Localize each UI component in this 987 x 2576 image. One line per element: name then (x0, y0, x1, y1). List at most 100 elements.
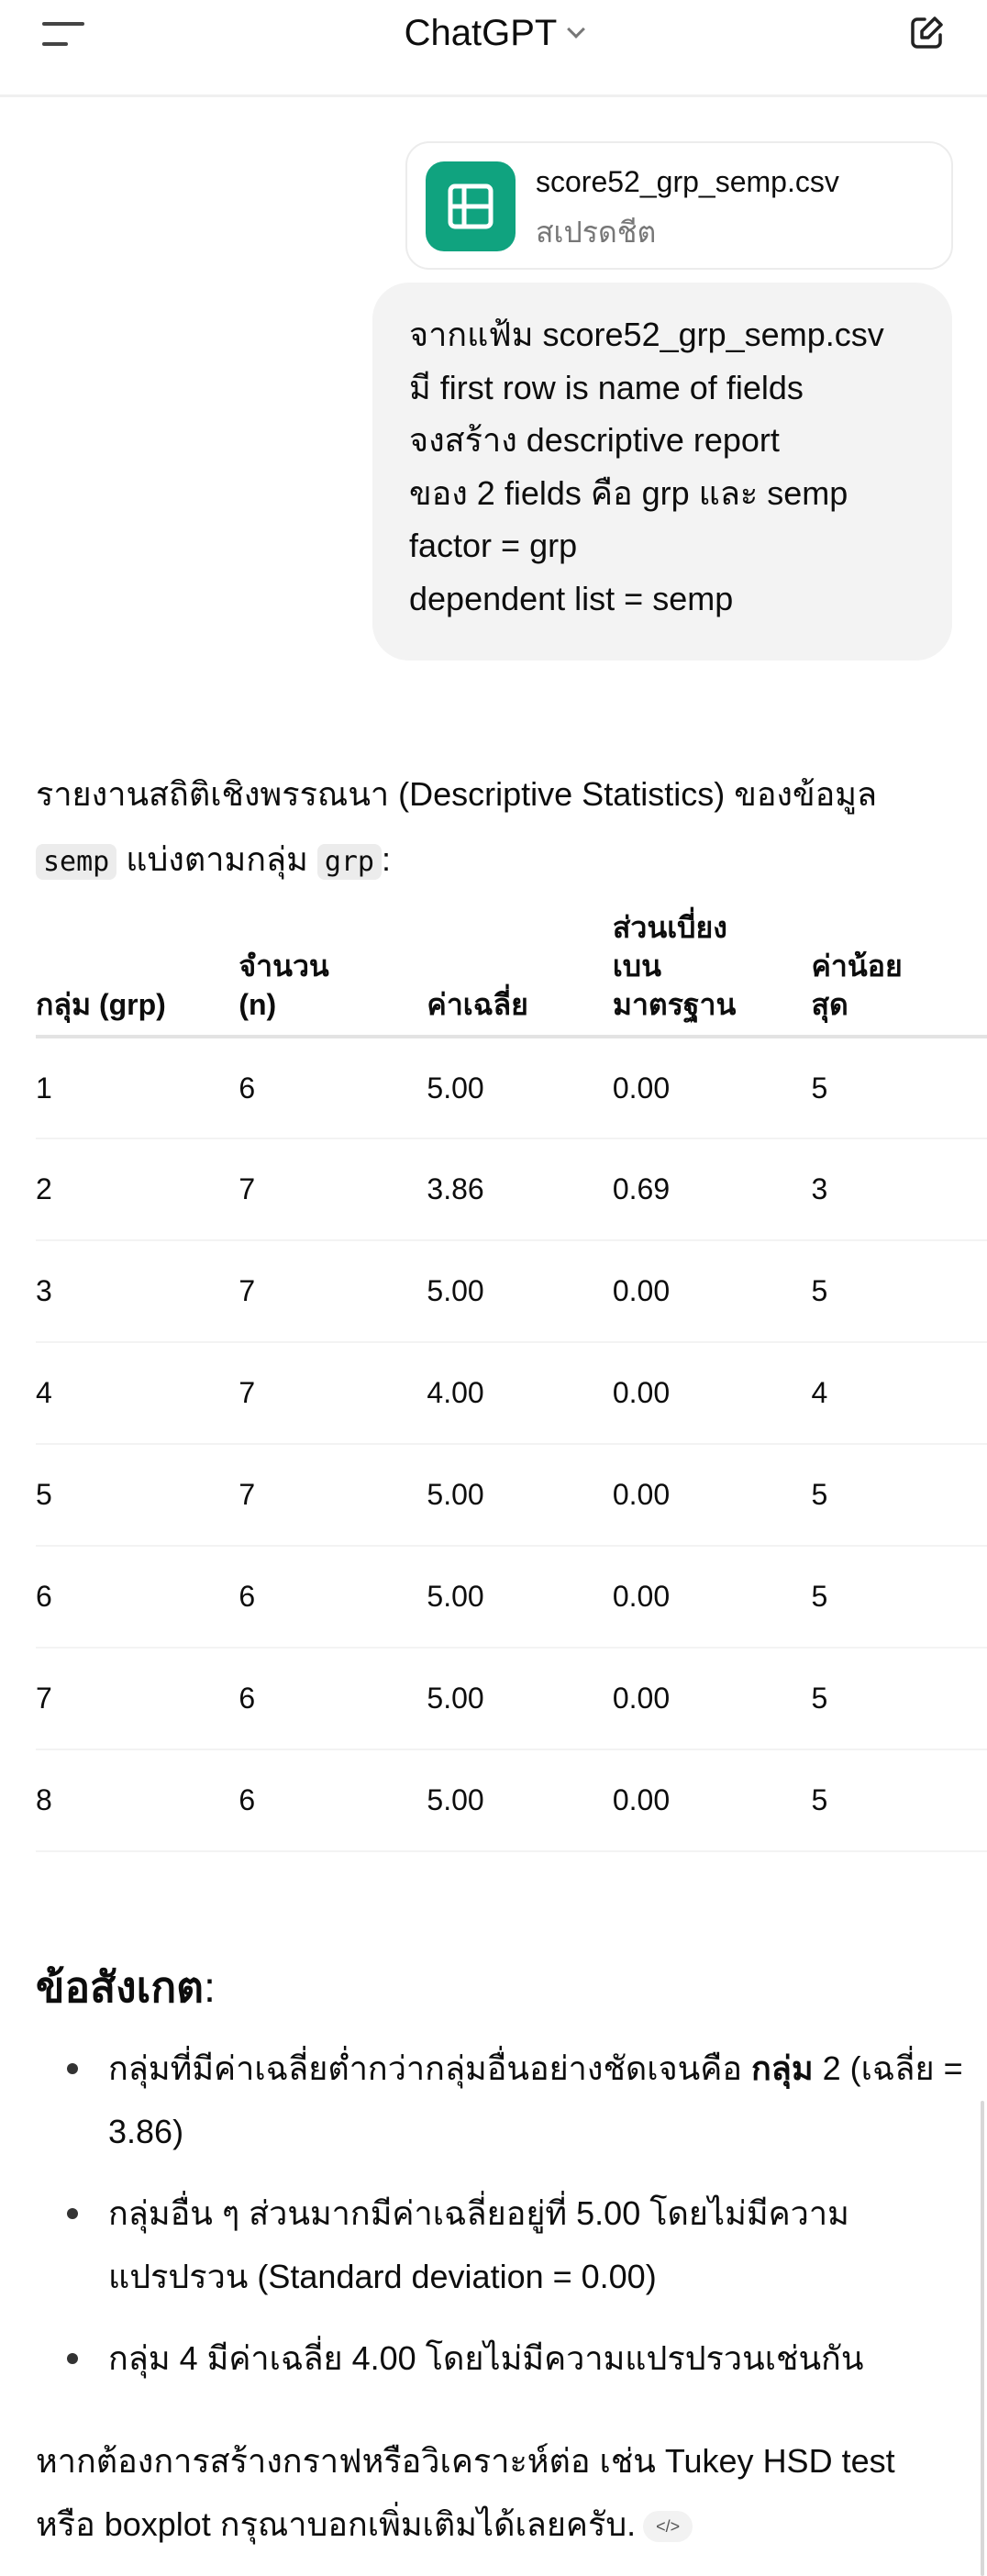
bullet-icon (67, 2353, 78, 2364)
new-chat-edit-icon[interactable] (908, 15, 945, 51)
header-line: มาตรฐาน (612, 988, 737, 1021)
table-cell: 1 (36, 1037, 239, 1139)
header-line: สุด (811, 988, 848, 1021)
table-cell: 4 (811, 1342, 987, 1445)
table-cell: 7 (238, 1240, 427, 1343)
menu-icon[interactable] (42, 20, 84, 46)
column-header: จำนวน (n) (238, 908, 427, 1038)
table-cell: 7 (238, 1444, 427, 1547)
header-line: ค่าน้อย (811, 949, 903, 983)
intro-text: แบ่งตามกลุ่ม (116, 840, 317, 878)
table-cell: 5 (811, 1546, 987, 1649)
table-cell: 6 (238, 1749, 427, 1852)
table-cell: 3 (811, 1138, 987, 1241)
message-line: factor = grp (409, 527, 578, 564)
list-item: กลุ่มอื่น ๆ ส่วนมากมีค่าเฉลี่ยอยู่ที่ 5.… (0, 2182, 963, 2308)
bullet-icon (67, 2063, 78, 2074)
file-name: score52_grp_semp.csv (536, 165, 839, 198)
table-cell: 6 (238, 1648, 427, 1750)
table-cell: 6 (36, 1546, 239, 1649)
table-row: 7 6 5.00 0.00 5 (36, 1648, 987, 1750)
header-line: (n) (238, 988, 277, 1021)
table-cell: 0.00 (612, 1037, 812, 1139)
message-line: มี first row is name of fields (409, 368, 804, 406)
table-cell: 6 (238, 1037, 427, 1139)
table-row: 3 7 5.00 0.00 5 (36, 1240, 987, 1343)
table-cell: 0.00 (612, 1749, 812, 1852)
header-line: ส่วนเบี่ยง (612, 911, 727, 944)
source-code-icon[interactable]: </> (643, 2511, 693, 2543)
top-bar: ChatGPT (0, 0, 987, 97)
table-cell: 5.00 (427, 1240, 613, 1343)
table-cell: 6 (238, 1546, 427, 1649)
header-line: เบน (612, 949, 661, 983)
table-cell: 0.00 (612, 1444, 812, 1547)
column-header: กลุ่ม (grp) (36, 908, 239, 1038)
table-row: 4 7 4.00 0.00 4 (36, 1342, 987, 1445)
table-cell: 7 (36, 1648, 239, 1750)
list-item: กลุ่มที่มีค่าเฉลี่ยต่ำกว่ากลุ่มอื่นอย่าง… (0, 2037, 963, 2163)
user-message: จากแฟ้ม score52_grp_semp.csv มี first ro… (372, 283, 952, 661)
table-cell: 5 (811, 1749, 987, 1852)
table-cell: 5 (811, 1444, 987, 1547)
heading-colon: : (204, 1963, 216, 2011)
message-line: จากแฟ้ม score52_grp_semp.csv (409, 316, 884, 353)
table-cell: 5.00 (427, 1648, 613, 1750)
table-cell: 5.00 (427, 1546, 613, 1649)
chevron-down-icon (567, 20, 586, 39)
column-header: ค่าเฉลี่ย (427, 908, 613, 1038)
table-cell: 5.00 (427, 1444, 613, 1547)
bullet-text: กลุ่มที่มีค่าเฉลี่ยต่ำกว่ากลุ่มอื่นอย่าง… (108, 2049, 751, 2087)
response-intro: รายงานสถิติเชิงพรรณนา (Descriptive Stati… (36, 761, 962, 894)
stats-table: กลุ่ม (grp) จำนวน (n) ค่าเฉลี่ย ส่วนเบี่ยงเบ… (36, 908, 987, 1852)
list-item: กลุ่ม 4 มีค่าเฉลี่ย 4.00 โดยไม่มีความแปร… (0, 2326, 963, 2390)
table-cell: 0.00 (612, 1648, 812, 1750)
table-row: 5 7 5.00 0.00 5 (36, 1444, 987, 1547)
table-header-row: กลุ่ม (grp) จำนวน (n) ค่าเฉลี่ย ส่วนเบี่ยงเบ… (36, 908, 987, 1038)
table-cell: 5 (811, 1240, 987, 1343)
inline-code: semp (36, 844, 117, 880)
closing-text: หากต้องการสร้างกราฟหรือวิเคราะห์ต่อ เช่น… (36, 2442, 895, 2543)
table-cell: 0.69 (612, 1138, 812, 1241)
file-attachment[interactable]: score52_grp_semp.csv สเปรดชีต (405, 141, 953, 270)
spreadsheet-icon (426, 161, 516, 251)
column-header: ค่าน้อยสุด (811, 908, 987, 1038)
bullet-bold: กลุ่ม (751, 2049, 814, 2087)
bullet-icon (67, 2208, 78, 2219)
bullet-text: กลุ่ม 4 มีค่าเฉลี่ย 4.00 โดยไม่มีความแปร… (108, 2339, 864, 2377)
table-cell: 7 (238, 1342, 427, 1445)
app-title: ChatGPT (404, 13, 558, 53)
observations-heading: ข้อสังเกต: (36, 1954, 216, 2021)
table-cell: 5 (811, 1648, 987, 1750)
table-cell: 0.00 (612, 1546, 812, 1649)
table-cell: 2 (36, 1138, 239, 1241)
message-line: จงสร้าง descriptive report (409, 421, 780, 459)
model-selector[interactable]: ChatGPT (0, 9, 987, 57)
file-type: สเปรดชีต (536, 216, 657, 249)
message-line: dependent list = semp (409, 579, 734, 617)
table-cell: 4 (36, 1342, 239, 1445)
table-cell: 5.00 (427, 1037, 613, 1139)
inline-code: grp (316, 844, 382, 880)
table-cell: 5 (811, 1037, 987, 1139)
table-row: 1 6 5.00 0.00 5 (36, 1037, 987, 1139)
table-cell: 8 (36, 1749, 239, 1852)
intro-text: : (382, 840, 392, 878)
table-row: 8 6 5.00 0.00 5 (36, 1749, 987, 1852)
header-line: กลุ่ม (grp) (36, 988, 166, 1021)
table-cell: 3 (36, 1240, 239, 1343)
response-closing: หากต้องการสร้างกราฟหรือวิเคราะห์ต่อ เช่น… (36, 2429, 962, 2556)
table-cell: 5.00 (427, 1749, 613, 1852)
header-line: ค่าเฉลี่ย (427, 988, 528, 1021)
bullet-text: 2 (เฉลี่ย = 3.86) (108, 2049, 963, 2150)
column-header: ส่วนเบี่ยงเบนมาตรฐาน (612, 908, 812, 1038)
bullet-text: กลุ่มอื่น ๆ ส่วนมากมีค่าเฉลี่ยอยู่ที่ 5.… (108, 2194, 849, 2295)
table-row: 2 7 3.86 0.69 3 (36, 1138, 987, 1241)
table-cell: 5 (36, 1444, 239, 1547)
table-cell: 3.86 (427, 1138, 613, 1241)
observations-list: กลุ่มที่มีค่าเฉลี่ยต่ำกว่ากลุ่มอื่นอย่าง… (0, 2037, 987, 2408)
scrollbar[interactable] (981, 2101, 984, 2576)
table-cell: 4.00 (427, 1342, 613, 1445)
heading-text: ข้อสังเกต (36, 1963, 205, 2011)
table-row: 6 6 5.00 0.00 5 (36, 1546, 987, 1649)
